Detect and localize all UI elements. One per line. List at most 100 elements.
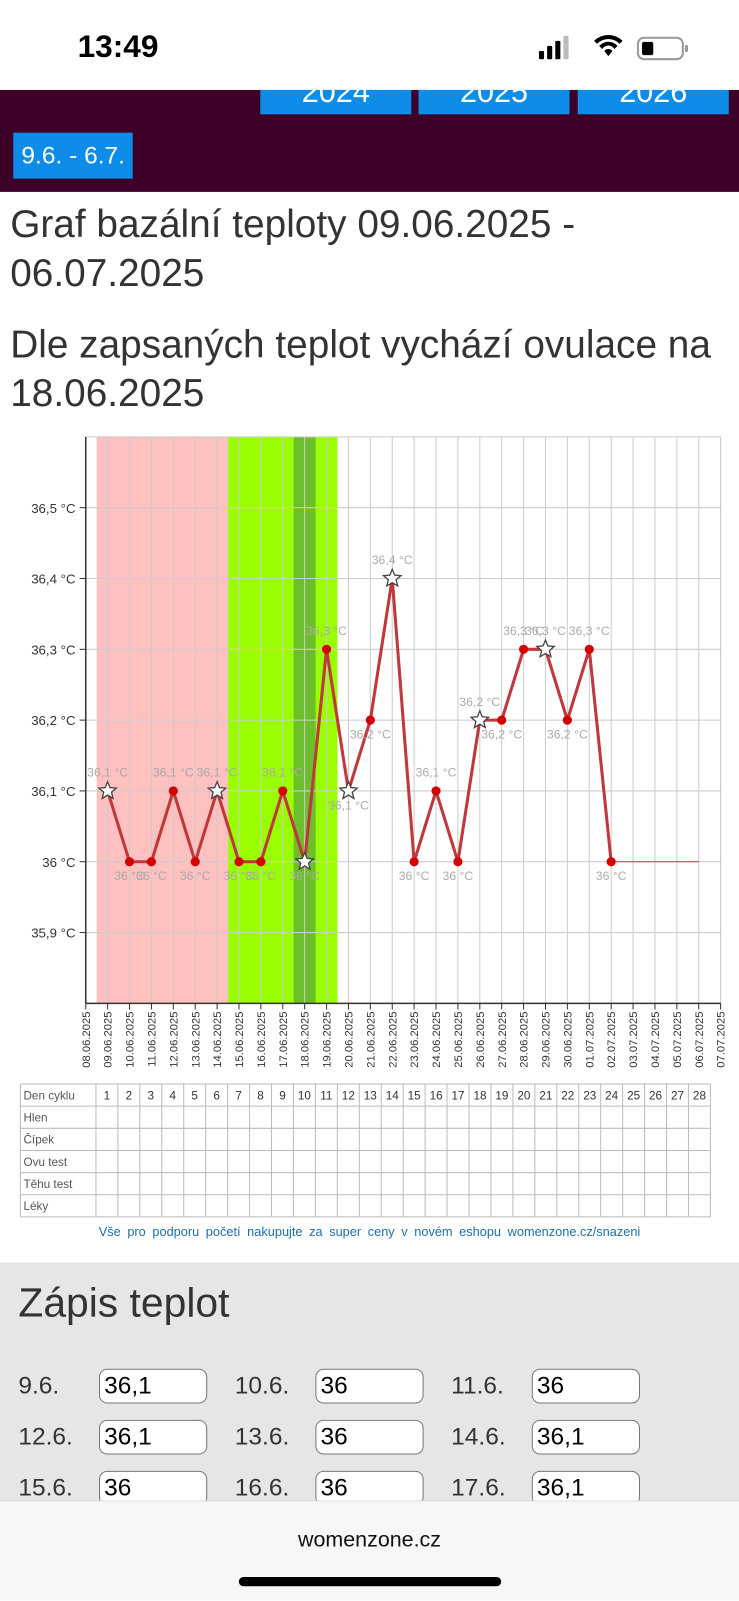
entry-input[interactable]: 36: [315, 1368, 424, 1404]
point: [256, 857, 266, 867]
point: [497, 715, 507, 725]
entry-input[interactable]: 36: [99, 1470, 208, 1506]
entry-date: 16.6.: [234, 1473, 290, 1502]
data-label: 36 °C: [224, 869, 255, 883]
star-point: [97, 780, 119, 800]
navigation: 2024 2025 2026 9.6. - 6.7.: [0, 89, 739, 192]
x-tick-label: 19.06.2025: [322, 1012, 334, 1068]
entry-input[interactable]: 36,1: [99, 1368, 208, 1404]
point: [146, 857, 157, 867]
home-indicator: [238, 1577, 502, 1587]
x-tick-label: 25.06.2025: [453, 1012, 465, 1068]
point: [519, 644, 529, 654]
point: [168, 786, 178, 796]
data-label: 36,1 °C: [153, 766, 194, 780]
entry-input[interactable]: 36,1: [99, 1419, 208, 1455]
point: [606, 857, 616, 867]
row-label: Čípek: [23, 1134, 54, 1147]
y-tick-label: 36,2 °C: [31, 713, 76, 728]
day-number: 6: [213, 1089, 220, 1102]
entry-input[interactable]: 36: [531, 1368, 640, 1404]
day-number: 11: [320, 1089, 332, 1102]
entry-date: 10.6.: [234, 1371, 290, 1400]
x-tick-label: 04.07.2025: [650, 1012, 662, 1068]
year-button[interactable]: 2025: [418, 89, 570, 115]
row-label: Léky: [23, 1200, 48, 1213]
day-number: 17: [452, 1089, 465, 1102]
point: [365, 715, 375, 725]
browser-bar: womenzone.cz: [0, 1500, 739, 1601]
data-label: 36,3 °C: [569, 624, 610, 638]
data-label: 36,2 °C: [481, 727, 522, 741]
data-label: 36 °C: [289, 869, 320, 883]
y-tick-label: 36,5 °C: [31, 501, 76, 516]
day-number: 25: [627, 1089, 641, 1102]
star-point: [381, 567, 403, 588]
promo-link[interactable]: Vše pro podporu početí nakupujte za supe…: [98, 1224, 641, 1240]
data-label: 36,1 °C: [197, 766, 238, 780]
entry-input[interactable]: 36: [315, 1470, 424, 1506]
x-tick-label: 07.07.2025: [716, 1012, 728, 1068]
x-tick-label: 03.07.2025: [628, 1012, 640, 1068]
y-tick-label: 36,1 °C: [31, 784, 76, 799]
point: [190, 857, 200, 867]
entry-input[interactable]: 36: [315, 1419, 424, 1455]
row-label: Ovu test: [23, 1156, 67, 1169]
x-tick-label: 06.07.2025: [694, 1012, 706, 1068]
x-tick-label: 05.07.2025: [672, 1012, 684, 1068]
data-label: 36,2 °C: [459, 695, 500, 709]
day-number: 13: [364, 1089, 377, 1102]
url[interactable]: womenzone.cz: [298, 1528, 441, 1552]
entry-section: Zápis teplot 9.6. 36,1 10.6. 36 11.6. 36 12.6.…: [0, 1262, 739, 1508]
day-number: 21: [539, 1089, 552, 1102]
data-label: 36,3 °C: [503, 624, 544, 638]
x-tick-label: 12.06.2025: [168, 1012, 180, 1068]
point: [431, 786, 441, 796]
star-point: [294, 850, 316, 871]
x-tick-label: 23.06.2025: [409, 1012, 421, 1068]
day-number: 27: [671, 1089, 684, 1102]
x-tick-label: 30.06.2025: [562, 1012, 574, 1068]
period-button[interactable]: 9.6. - 6.7.: [13, 132, 134, 179]
y-tick-label: 36,3 °C: [31, 642, 76, 657]
data-label: 36 °C: [596, 869, 627, 883]
x-tick-label: 24.06.2025: [431, 1012, 443, 1068]
x-tick-label: 22.06.2025: [387, 1012, 399, 1068]
data-label: 36,1 °C: [328, 798, 369, 812]
point: [278, 786, 288, 796]
entry-date: 13.6.: [234, 1422, 290, 1451]
data-label: 36,1 °C: [416, 766, 457, 780]
star-point: [338, 780, 359, 800]
day-number: 5: [191, 1089, 198, 1102]
year-button[interactable]: 2024: [260, 89, 412, 115]
x-tick-label: 15.06.2025: [234, 1012, 246, 1068]
ovulation-note: Dle zapsaných teplot vychází ovulace na …: [10, 323, 711, 416]
x-tick-label: 13.06.2025: [190, 1012, 202, 1068]
y-tick-label: 35,9 °C: [31, 926, 76, 941]
data-label: 36,2 °C: [547, 727, 588, 741]
entry-date: 14.6.: [451, 1422, 506, 1451]
point: [124, 857, 135, 867]
day-number: 18: [473, 1089, 487, 1102]
row-label: Těhu test: [23, 1178, 73, 1191]
x-tick-label: 27.06.2025: [497, 1012, 509, 1068]
year-button[interactable]: 2026: [577, 89, 729, 115]
star-point: [206, 780, 228, 800]
point: [234, 857, 244, 867]
chart: 08.06.2025 09.06.2025 10.06.2025 11.06.2025…: [19, 436, 728, 1218]
data-label: 36,4 °C: [372, 553, 413, 567]
entry-input[interactable]: 36,1: [531, 1470, 640, 1506]
day-number: 7: [235, 1089, 242, 1102]
entry-input[interactable]: 36,1: [531, 1419, 640, 1455]
x-tick-label: 20.06.2025: [344, 1012, 356, 1068]
star-point: [535, 638, 556, 659]
data-label: 36 °C: [180, 869, 211, 883]
data-label: 36,2 °C: [350, 727, 391, 741]
data-label: 36,3 °C: [525, 624, 566, 638]
point: [321, 644, 332, 654]
entry-date: 17.6.: [451, 1473, 506, 1502]
day-number: 23: [583, 1089, 596, 1102]
day-number: 9: [279, 1089, 286, 1102]
status-bar: 13:49: [0, 0, 739, 90]
